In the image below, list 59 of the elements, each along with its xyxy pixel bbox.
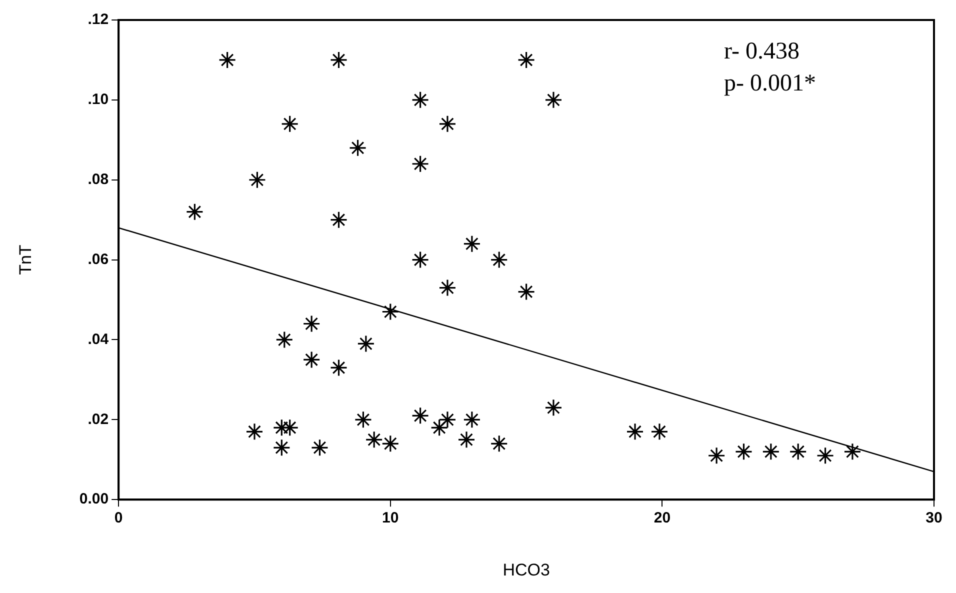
point [354,410,372,428]
point [490,251,508,269]
x-axis-title: HCO3 [502,560,550,580]
x-tick-label: 10 [382,510,399,527]
point [734,442,753,460]
y-tick-label: .08 [88,171,109,188]
y-tick-label: .02 [88,410,109,428]
x-tick-label: 30 [926,510,942,527]
point [490,434,508,452]
point [218,51,236,69]
point [762,442,780,460]
point [438,115,456,133]
point [544,91,562,109]
point [626,422,644,440]
y-tick-label: .06 [88,250,109,268]
point [276,330,294,349]
point [816,446,834,464]
point [463,235,481,253]
y-tick-label: 0.00 [79,490,109,508]
x-tick-label: 20 [654,510,671,527]
point [186,203,204,221]
annotation: r- 0.438 [724,38,800,64]
point [411,406,430,424]
point [438,278,456,297]
point [382,434,400,452]
y-tick-label: .10 [88,91,109,108]
point [246,422,264,440]
y-tick-label: .04 [88,330,110,348]
point [302,314,320,333]
y-tick-label: .12 [88,11,109,28]
point [411,251,430,269]
annotation: p- 0.001* [724,70,816,96]
point [272,438,290,456]
point [650,422,668,440]
point [789,442,807,460]
point [438,410,456,428]
point [248,171,266,189]
point [302,350,320,369]
point [357,334,375,353]
x-tick-label: 0 [114,510,123,527]
point [330,51,348,69]
point [463,410,481,428]
point [544,398,562,416]
point [348,139,367,157]
point [708,446,726,464]
point [517,51,536,69]
point [382,302,400,321]
point [430,418,448,436]
point [310,438,329,456]
point [281,115,299,133]
point [844,442,862,460]
point [330,358,348,377]
point [517,282,536,301]
point [458,430,476,448]
point [411,91,430,109]
point [411,155,430,173]
point [330,211,348,229]
y-axis-title: TnT [16,244,35,275]
point [365,430,383,448]
